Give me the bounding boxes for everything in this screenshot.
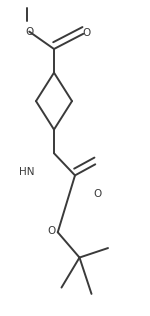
Text: O: O — [25, 27, 33, 37]
Text: O: O — [82, 28, 90, 38]
Text: O: O — [93, 189, 102, 199]
Text: O: O — [48, 226, 56, 236]
Text: HN: HN — [18, 167, 34, 177]
